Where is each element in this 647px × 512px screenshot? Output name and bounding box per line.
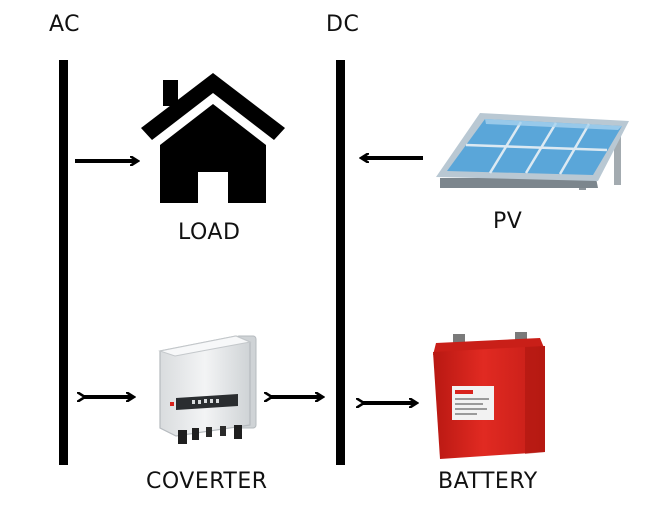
- dc-bus-bar: [336, 60, 345, 465]
- solar-panel-icon: [436, 113, 629, 190]
- battery-icon: [433, 332, 545, 459]
- ac-bus-bar: [59, 60, 68, 465]
- converter-label: COVERTER: [146, 469, 268, 494]
- load-label: LOAD: [178, 220, 241, 245]
- ac-bus-label: AC: [49, 12, 81, 37]
- inverter-icon: [158, 335, 257, 444]
- house-icon: [141, 73, 285, 203]
- battery-label: BATTERY: [438, 469, 538, 494]
- pv-label: PV: [493, 209, 523, 234]
- dc-bus-label: DC: [326, 12, 360, 37]
